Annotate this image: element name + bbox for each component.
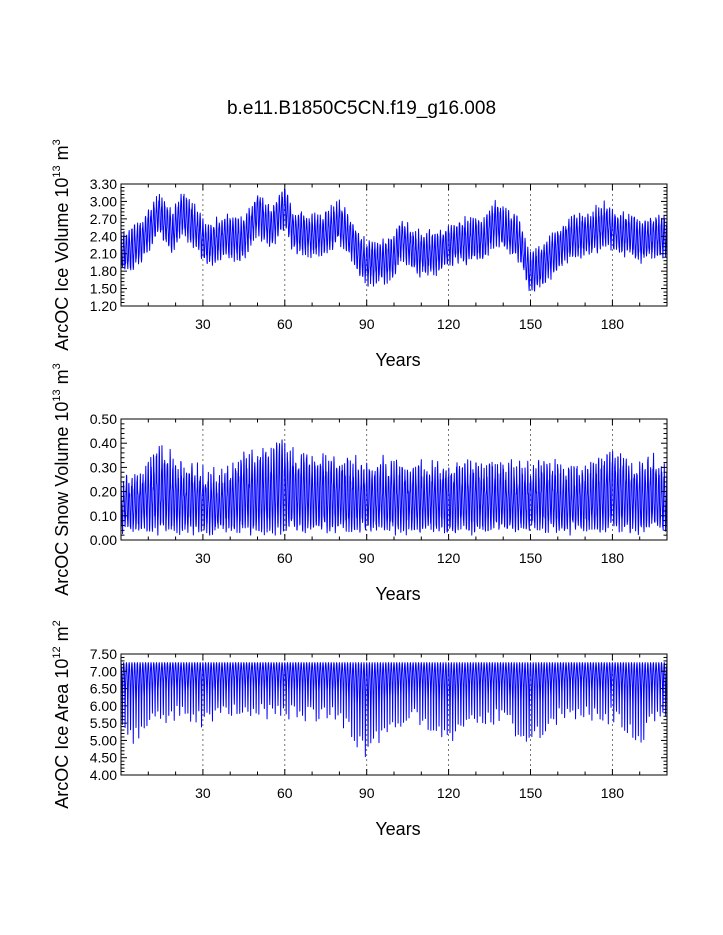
x-tick-label: 120 [437,550,461,566]
x-tick-label: 30 [195,550,211,566]
x-tick-label: 60 [277,550,293,566]
y-tick-label: 0.30 [90,459,117,475]
y-tick-label: 1.20 [90,298,117,314]
y-tick-label: 2.40 [90,228,117,244]
y-axis-label-text: ArcOC Ice Area 10 [52,659,72,809]
x-tick-label: 150 [519,316,543,332]
y-tick-label: 2.10 [90,246,117,262]
x-tick-label: 90 [359,550,375,566]
series-line-1 [120,188,668,292]
y-tick-label: 1.50 [90,281,117,297]
y-axis-label: ArcOC Ice Volume 1013 m3 [51,139,72,350]
chart-panel-1: 30 60 90 120 150 180 1.201.50 1.802.10 2.402.70 3… [51,139,668,370]
x-tick-label: 120 [437,316,461,332]
x-tick-label: 180 [601,785,625,801]
y-axis-label-text: m [52,369,72,389]
y-axis-label-superscript: 2 [51,620,63,626]
x-tick-label: 30 [195,316,211,332]
x-tick-label: 60 [277,785,293,801]
y-axis-label-text: ArcOC Snow Volume 10 [52,402,72,596]
x-tick-label: 30 [195,785,211,801]
y-tick-label: 3.30 [90,176,117,192]
x-tick-label: 90 [359,785,375,801]
series-line-2 [120,439,668,536]
y-axis-label-text: ArcOC Ice Volume 10 [52,178,72,351]
y-axis-label-text: m [52,145,72,165]
y-tick-label: 2.70 [90,211,117,227]
x-axis-label: Years [375,350,420,370]
y-tick-label: 0.10 [90,508,117,524]
y-tick-label: 3.00 [90,193,117,209]
y-tick-label: 1.80 [90,263,117,279]
chart-panel-2: 30 60 90 120 150 180 0.00 0.10 0.20 0.30 0.40 0.50 Y… [51,363,668,604]
x-tick-label: 180 [601,550,625,566]
x-tick-label: 120 [437,785,461,801]
x-tick-label: 180 [601,316,625,332]
y-axis-label-superscript: 13 [51,389,63,401]
y-axis-label-superscript: 3 [51,139,63,145]
x-axis-label: Years [375,584,420,604]
y-axis-label-superscript: 12 [51,646,63,658]
y-tick-label: 0.20 [90,484,117,500]
y-tick-label: 0.00 [90,532,117,548]
y-axis-label-text: m [52,626,72,646]
y-tick-label: 0.40 [90,435,117,451]
y-axis-label: ArcOC Ice Area 1012 m2 [51,620,72,808]
y-tick-label: 6.50 [90,681,117,697]
y-tick-label: 7.00 [90,663,117,679]
x-tick-label: 90 [359,316,375,332]
y-tick-label: 5.50 [90,715,117,731]
x-axis-label: Years [375,819,420,839]
y-tick-label: 4.00 [90,767,117,783]
y-tick-label: 0.50 [90,411,117,427]
x-tick-label: 60 [277,316,293,332]
chart-panel-3: 30 60 90 120 150 180 4.004.50 5.005.506.006.50 7… [51,620,668,839]
figure-title: b.e11.B1850C5CN.f19_g16.008 [226,98,497,119]
y-tick-label: 7.50 [90,646,117,662]
x-tick-label: 150 [519,550,543,566]
y-axis-label-superscript: 3 [51,363,63,369]
y-tick-label: 5.00 [90,732,117,748]
y-axis-label-superscript: 13 [51,165,63,177]
series-line-3 [120,662,668,758]
y-tick-label: 4.50 [90,750,117,766]
x-tick-label: 150 [519,785,543,801]
y-tick-label: 6.00 [90,698,117,714]
y-axis-label: ArcOC Snow Volume 1013 m3 [51,363,72,595]
